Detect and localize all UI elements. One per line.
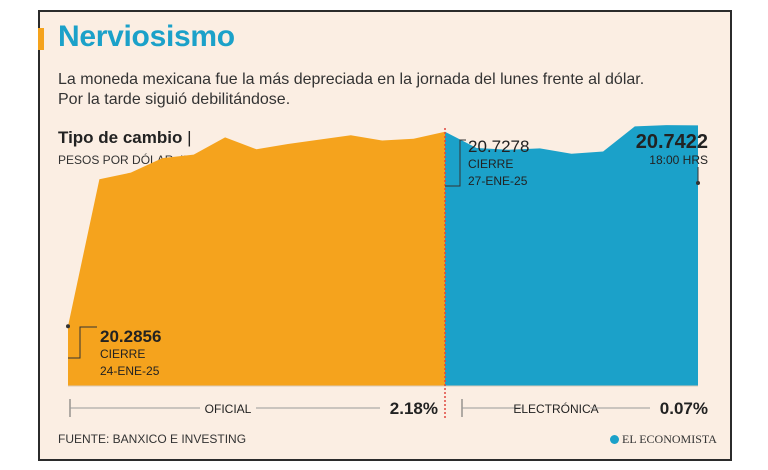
oficial-label: OFICIAL — [205, 402, 252, 416]
electronica-area — [445, 125, 698, 386]
electronica-change: 0.07% — [660, 399, 708, 418]
start-label-2: 24-ENE-25 — [100, 364, 160, 378]
publisher-logo: EL ECONOMISTA — [610, 432, 717, 447]
chart-title: Tipo de cambio | — [58, 128, 192, 148]
headline: Nerviosismo — [58, 20, 235, 53]
end-value: 20.7422 — [636, 131, 708, 153]
subtitle-line-1: La moneda mexicana fue la más depreciada… — [58, 71, 645, 88]
oficial-change: 2.18% — [390, 399, 438, 418]
mid-label-2: 27-ENE-25 — [468, 174, 528, 188]
mid-leader-line — [445, 139, 466, 187]
end-marker — [696, 181, 700, 185]
subtitle-line-2: Por la tarde siguió debilitándose. — [58, 91, 291, 108]
chart-title-separator: | — [187, 128, 192, 147]
mid-label-1: CIERRE — [468, 157, 513, 171]
oficial-area — [68, 131, 445, 386]
mid-value: 20.7278 — [468, 137, 529, 156]
end-label: 18:00 HRS — [649, 153, 708, 167]
source-note: FUENTE: BANXICO E INVESTING — [58, 432, 247, 446]
start-leader-line — [68, 326, 97, 359]
start-label-1: CIERRE — [100, 347, 145, 361]
start-value: 20.2856 — [100, 327, 161, 346]
chart-title-text: Tipo de cambio — [58, 128, 183, 147]
headline-accent-bar — [38, 28, 44, 50]
start-marker — [66, 324, 70, 329]
logo-globe-icon — [610, 435, 619, 444]
electronica-label: ELECTRÓNICA — [513, 401, 598, 416]
logo-text: EL ECONOMISTA — [622, 432, 717, 446]
subtitle: La moneda mexicana fue la más depreciada… — [58, 70, 644, 110]
